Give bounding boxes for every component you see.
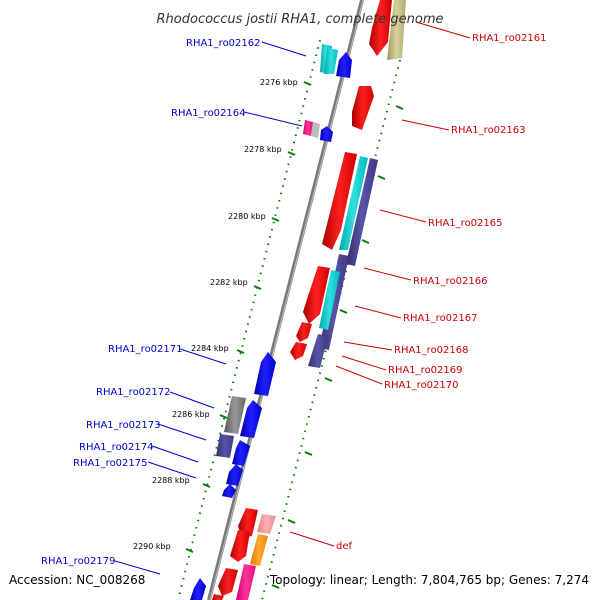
gene-ro02172-gray[interactable]	[224, 396, 246, 434]
kbp-label: 2280 kbp	[228, 212, 266, 221]
gene-label[interactable]: RHA1_ro02162	[186, 38, 261, 49]
genome-backbone	[207, 0, 364, 600]
gene-label[interactable]: RHA1_ro02170	[384, 380, 459, 391]
kbp-label: 2284 kbp	[191, 344, 229, 353]
gene-labels-left: RHA1_ro02162 RHA1_ro02164 RHA1_ro02171 R…	[41, 38, 261, 567]
gene-red-lower[interactable]	[230, 530, 250, 562]
gene-ro02167[interactable]	[319, 270, 340, 330]
gene-ro02172[interactable]	[240, 400, 262, 438]
kbp-label: 2286 kbp	[172, 410, 210, 419]
gene-ro02166[interactable]	[303, 266, 330, 324]
gene-label[interactable]: RHA1_ro02169	[388, 365, 463, 376]
genome-summary-text: Topology: linear; Length: 7,804,765 bp; …	[269, 573, 589, 587]
kbp-label: 2278 kbp	[244, 145, 282, 154]
gc-track-left	[177, 39, 321, 600]
kbp-ticks	[185, 81, 404, 589]
gene-label[interactable]: def	[336, 541, 353, 552]
leader-lines-right	[289, 21, 471, 547]
gene-orange[interactable]	[250, 534, 268, 566]
gene-ro02162[interactable]	[336, 52, 352, 78]
gene-ro02165-cyan[interactable]	[339, 156, 368, 250]
gene-label[interactable]: RHA1_ro02175	[73, 458, 148, 469]
gene-ro02169[interactable]	[290, 342, 307, 360]
gene-ro02173[interactable]	[216, 434, 234, 458]
gene-red-bottom[interactable]	[218, 568, 238, 596]
gene-label[interactable]: RHA1_ro02179	[41, 556, 116, 567]
gene-label[interactable]: RHA1_ro02171	[108, 344, 183, 355]
gene-ro02165[interactable]	[322, 152, 357, 250]
kbp-label: 2288 kbp	[152, 476, 190, 485]
kbp-labels: 2276 kbp 2278 kbp 2280 kbp 2282 kbp 2284…	[133, 78, 298, 551]
gene-red-edge[interactable]	[212, 594, 224, 600]
gene-ro02168[interactable]	[296, 322, 312, 342]
gene-ro02162-cyan2[interactable]	[324, 48, 338, 74]
gene-ro02163[interactable]	[352, 86, 374, 130]
gene-label[interactable]: RHA1_ro02168	[394, 345, 469, 356]
gene-ro02161[interactable]	[369, 0, 392, 56]
gene-ro02164-magenta[interactable]	[303, 120, 313, 136]
gene-ro02170[interactable]	[308, 334, 328, 368]
gene-label[interactable]: RHA1_ro02174	[79, 442, 154, 453]
gene-ro02171[interactable]	[254, 352, 276, 396]
forward-genes	[212, 0, 406, 600]
gene-label[interactable]: RHA1_ro02161	[472, 33, 547, 44]
kbp-label: 2276 kbp	[260, 78, 298, 87]
gene-ro02164-gray[interactable]	[311, 122, 320, 138]
gene-label[interactable]: RHA1_ro02163	[451, 125, 526, 136]
gene-label[interactable]: RHA1_ro02173	[86, 420, 161, 431]
gene-label[interactable]: RHA1_ro02172	[96, 387, 171, 398]
gene-ro02175[interactable]	[226, 464, 243, 486]
gene-labels-right: RHA1_ro02161 RHA1_ro02163 RHA1_ro02165 R…	[336, 33, 547, 552]
gene-magenta[interactable]	[236, 564, 256, 600]
gene-ro02165-navy[interactable]	[346, 158, 378, 266]
gene-ro02179[interactable]	[190, 578, 206, 600]
gene-label[interactable]: RHA1_ro02164	[171, 108, 246, 119]
gene-ro02161-ortholog[interactable]	[387, 0, 406, 60]
gene-def-pink[interactable]	[257, 514, 276, 534]
gene-ro02175b[interactable]	[222, 484, 236, 498]
backbone-highlight	[209, 0, 364, 600]
reverse-genes	[190, 44, 352, 600]
kbp-label: 2282 kbp	[210, 278, 248, 287]
gene-def[interactable]	[238, 508, 258, 538]
map-title: Rhodococcus jostii RHA1, complete genome	[157, 12, 444, 27]
accession-text: Accession: NC_008268	[9, 573, 146, 587]
gene-ro02174[interactable]	[232, 440, 250, 466]
gene-label[interactable]: RHA1_ro02165	[428, 218, 503, 229]
kbp-label: 2290 kbp	[133, 542, 171, 551]
gene-ro02164[interactable]	[320, 126, 333, 142]
gene-label[interactable]: RHA1_ro02166	[413, 276, 488, 287]
gene-label[interactable]: RHA1_ro02167	[403, 313, 478, 324]
leader-lines-left	[114, 41, 307, 575]
